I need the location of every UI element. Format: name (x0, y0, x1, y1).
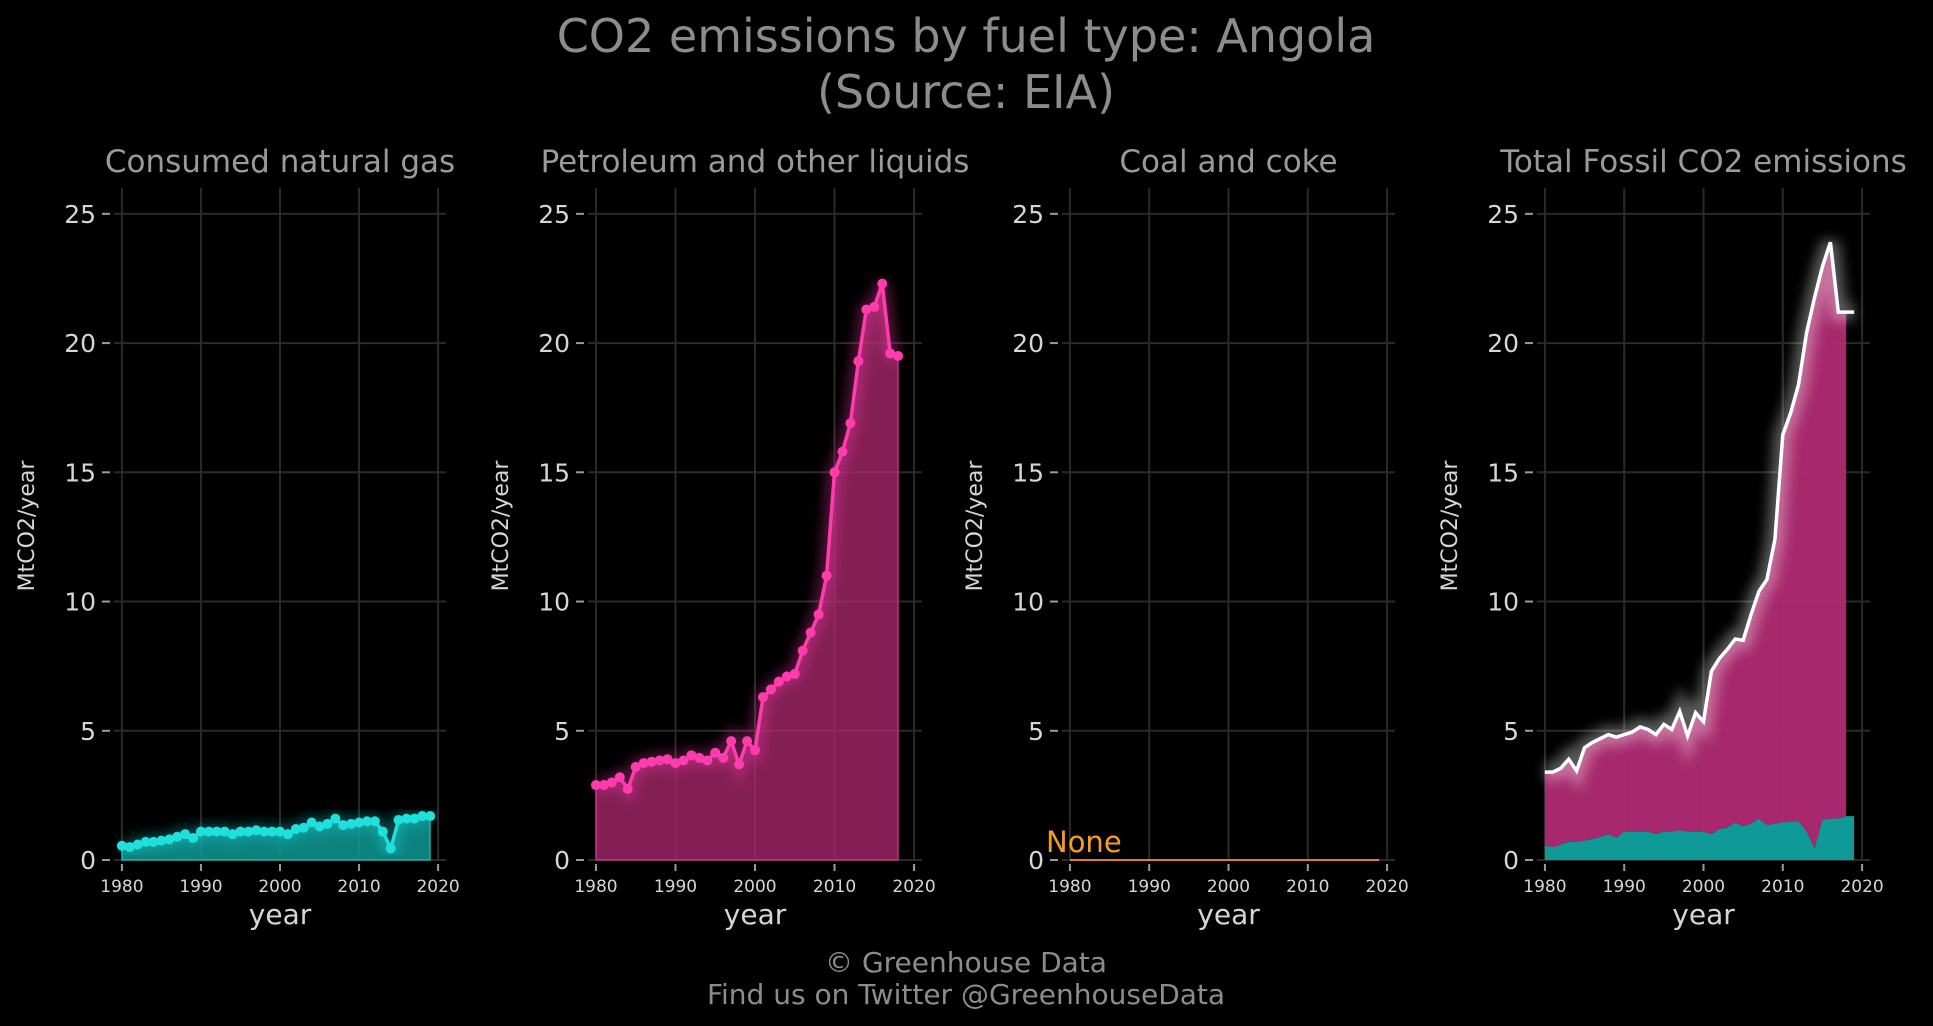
x-tick-label: 1980 (1523, 877, 1566, 897)
y-tick-label: 10 (64, 588, 96, 617)
x-axis-label: year (1672, 898, 1735, 931)
y-tick-label: 15 (1012, 458, 1044, 487)
x-tick-label: 1980 (574, 877, 617, 897)
x-tick-label: 1990 (1128, 877, 1171, 897)
data-point (330, 814, 340, 824)
y-tick-label: 0 (1503, 846, 1519, 875)
x-axis-label: year (249, 898, 312, 931)
x-axis-label: year (1197, 898, 1260, 931)
data-point (718, 753, 728, 763)
panel-title: Consumed natural gas (105, 144, 455, 180)
y-tick-label: 10 (1012, 588, 1044, 617)
data-point (734, 759, 744, 769)
panel-title: Petroleum and other liquids (541, 144, 970, 180)
x-tick-label: 2000 (258, 877, 301, 897)
data-point (188, 833, 198, 843)
x-tick-label: 2000 (733, 877, 776, 897)
x-tick-label: 2000 (1207, 877, 1250, 897)
y-tick-label: 15 (1487, 458, 1519, 487)
panel-title: Total Fossil CO2 emissions (1499, 144, 1907, 180)
data-point (615, 772, 625, 782)
y-tick-label: 25 (538, 200, 570, 229)
data-point (822, 571, 832, 581)
x-tick-label: 1980 (100, 877, 143, 897)
data-point (750, 745, 760, 755)
y-tick-label: 20 (64, 329, 96, 358)
data-point (742, 736, 752, 746)
y-tick-label: 0 (80, 846, 96, 875)
data-point (853, 356, 863, 366)
y-axis-label: MtCO2/year (1438, 460, 1463, 592)
y-tick-label: 20 (538, 329, 570, 358)
y-tick-label: 15 (538, 458, 570, 487)
data-point (830, 467, 840, 477)
data-point (378, 827, 388, 837)
data-point (766, 684, 776, 694)
y-axis-label: MtCO2/year (963, 460, 988, 592)
panel-title: Coal and coke (1119, 144, 1337, 180)
figure-title-line1: CO2 emissions by fuel type: Angola (557, 9, 1376, 63)
y-tick-label: 15 (64, 458, 96, 487)
data-point (869, 302, 879, 312)
panel-3: Coal and coke 0 5 10 15 20 25 1980 1990 2000 2010 2… (963, 144, 1409, 931)
x-tick-label: 2020 (1840, 877, 1883, 897)
data-point (798, 646, 808, 656)
y-tick-label: 0 (554, 846, 570, 875)
data-point (814, 609, 824, 619)
data-point (806, 628, 816, 638)
figure-title-line2: (Source: EIA) (817, 65, 1115, 119)
none-annotation: None (1046, 825, 1122, 859)
panel-1: Consumed natural gas 0 5 10 15 20 25 1980 1990 20… (15, 144, 460, 931)
data-point (837, 447, 847, 457)
x-tick-label: 2010 (337, 877, 380, 897)
x-tick-label: 2010 (1761, 877, 1804, 897)
y-tick-label: 20 (1012, 329, 1044, 358)
panels: Consumed natural gas 0 5 10 15 20 25 1980 1990 20… (15, 144, 1907, 931)
data-point (758, 692, 768, 702)
credit-line1: © Greenhouse Data (825, 946, 1107, 979)
x-tick-label: 1980 (1048, 877, 1091, 897)
x-tick-label: 2010 (813, 877, 856, 897)
y-axis-label: MtCO2/year (15, 460, 40, 592)
x-tick-label: 2020 (892, 877, 935, 897)
panel-4: Total Fossil CO2 emissions 0 5 10 15 20 25 1980… (1438, 144, 1907, 931)
data-point (726, 736, 736, 746)
x-tick-label: 1990 (179, 877, 222, 897)
y-tick-label: 25 (1487, 200, 1519, 229)
x-tick-label: 2000 (1682, 877, 1725, 897)
x-tick-label: 2010 (1286, 877, 1329, 897)
y-tick-label: 25 (64, 200, 96, 229)
y-tick-label: 10 (538, 588, 570, 617)
y-tick-label: 5 (1503, 717, 1519, 746)
y-tick-label: 0 (1028, 846, 1044, 875)
y-tick-label: 20 (1487, 329, 1519, 358)
data-point (425, 811, 435, 821)
y-tick-label: 25 (1012, 200, 1044, 229)
data-point (790, 669, 800, 679)
panel-2: Petroleum and other liquids 0 5 10 15 20 25 198… (489, 144, 969, 931)
data-point (386, 843, 396, 853)
data-point (702, 755, 712, 765)
x-axis-label: year (724, 898, 787, 931)
y-tick-label: 5 (1028, 717, 1044, 746)
y-tick-label: 5 (554, 717, 570, 746)
x-tick-label: 1990 (654, 877, 697, 897)
data-point (893, 351, 903, 361)
data-point (877, 279, 887, 289)
x-tick-label: 2020 (1365, 877, 1408, 897)
x-tick-label: 1990 (1603, 877, 1646, 897)
y-axis-label: MtCO2/year (489, 460, 514, 592)
data-point (623, 784, 633, 794)
data-point (370, 816, 380, 826)
credit-line2: Find us on Twitter @GreenhouseData (707, 978, 1225, 1011)
y-tick-label: 10 (1487, 588, 1519, 617)
y-tick-label: 5 (80, 717, 96, 746)
x-tick-label: 2020 (416, 877, 459, 897)
data-point (845, 418, 855, 428)
